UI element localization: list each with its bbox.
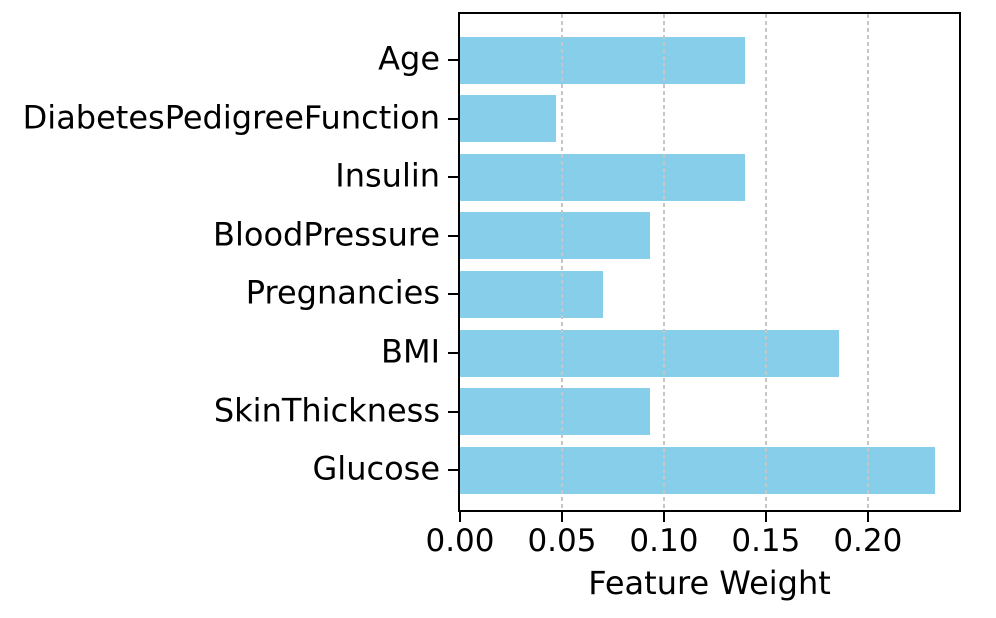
x-tick-mark xyxy=(459,512,461,522)
x-tick-mark xyxy=(662,512,665,522)
y-tick-label: BloodPressure xyxy=(213,215,440,254)
bars-layer xyxy=(460,14,959,510)
x-tick-label: 0.00 xyxy=(425,523,495,559)
x-tick-mark xyxy=(560,512,563,522)
y-tick-mark xyxy=(448,234,458,237)
x-tick-label: 0.20 xyxy=(833,523,903,559)
x-tick-mark xyxy=(764,512,767,522)
x-tick-mark xyxy=(866,512,869,522)
y-tick-mark xyxy=(448,176,458,179)
bar-diabetespedigreefunction xyxy=(460,95,556,143)
x-tick-label: 0.10 xyxy=(629,523,699,559)
x-axis-title: Feature Weight xyxy=(588,564,831,602)
y-tick-label: Insulin xyxy=(335,156,440,195)
y-tick-mark xyxy=(448,410,458,413)
x-tick-label: 0.05 xyxy=(527,523,597,559)
y-tick-label: DiabetesPedigreeFunction xyxy=(22,98,440,137)
y-tick-mark xyxy=(448,293,458,296)
plot-area xyxy=(458,12,961,512)
bar-bloodpressure xyxy=(460,212,650,260)
y-tick-label: Age xyxy=(378,39,440,78)
y-tick-label: SkinThickness xyxy=(213,391,440,430)
y-tick-mark xyxy=(448,117,458,120)
bar-pregnancies xyxy=(460,270,603,318)
y-tick-label: BMI xyxy=(381,332,440,371)
bar-skinthickness xyxy=(460,388,650,436)
y-tick-mark xyxy=(448,59,458,61)
y-tick-label: Pregnancies xyxy=(245,274,440,313)
y-tick-mark xyxy=(448,352,458,354)
x-tick-label: 0.15 xyxy=(731,523,801,559)
bar-age xyxy=(460,36,746,84)
bar-bmi xyxy=(460,329,840,377)
y-tick-label: Glucose xyxy=(312,449,441,488)
bar-insulin xyxy=(460,153,746,201)
bar-glucose xyxy=(460,446,936,494)
y-tick-mark xyxy=(448,469,458,472)
